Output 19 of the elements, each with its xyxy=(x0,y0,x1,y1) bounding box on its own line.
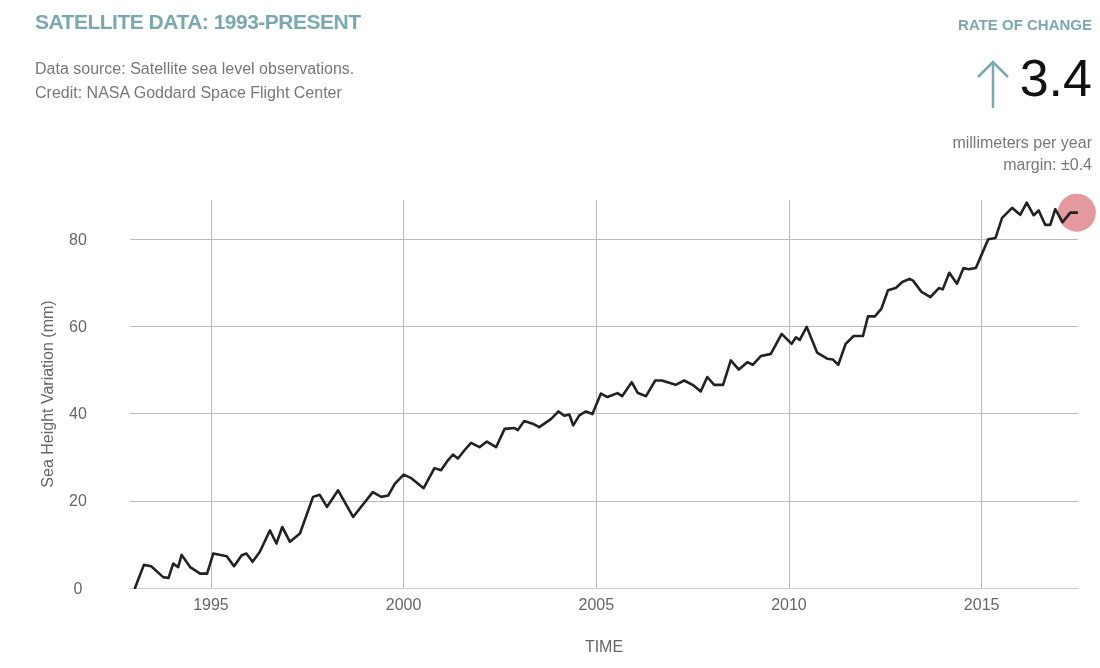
x-tick-label: 2000 xyxy=(385,595,422,613)
y-tick-label: 80 xyxy=(69,230,87,248)
y-tick-label: 60 xyxy=(69,317,87,335)
x-tick-label: 2005 xyxy=(578,595,615,613)
y-tick-label: 20 xyxy=(69,492,87,510)
x-tick-label: 2010 xyxy=(771,595,807,613)
source-note: Data source: Satellite sea level observations. xyxy=(35,60,355,78)
chart-title: SATELLITE DATA: 1993-PRESENT xyxy=(35,10,361,34)
y-tick-label: 40 xyxy=(69,405,87,423)
x-tick-label: 2015 xyxy=(963,595,1000,613)
text: 3.4 xyxy=(1019,48,1092,108)
x-tick-label: 1995 xyxy=(193,595,229,613)
x-axis-title: TIME xyxy=(584,637,624,655)
y-tick-label: 0 xyxy=(73,579,83,597)
text: margin: ±0.4 xyxy=(1003,156,1092,174)
text: Credit: NASA Goddard Space Flight Center xyxy=(35,84,342,102)
text: RATE OF CHANGE xyxy=(958,16,1092,33)
text: millimeters per year xyxy=(952,134,1092,152)
y-axis-title: Sea Height Variation (mm) xyxy=(38,300,56,488)
